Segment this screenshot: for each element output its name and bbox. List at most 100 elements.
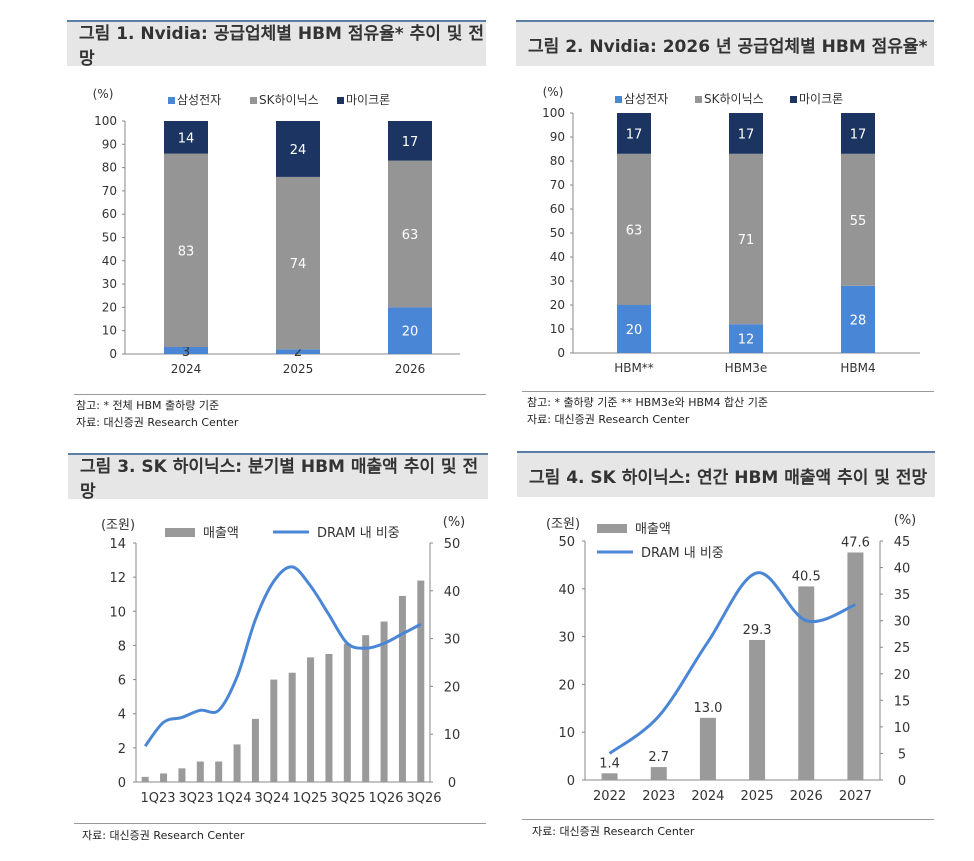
y2-tick-label: 50 [444,537,461,552]
data-label: 63 [626,223,643,238]
y-tick-label: 6 [118,674,126,689]
x-tick-label: 3Q25 [330,791,365,806]
y2-tick-label: 30 [894,615,911,630]
bar [215,761,223,782]
y-tick-label: 12 [109,571,126,586]
x-tick-label: 3Q23 [178,791,213,806]
data-label: 17 [626,127,643,142]
x-tick-label: HBM3e [725,361,768,375]
bar-segment [164,153,208,348]
series-line [143,565,422,748]
figure-4-title: 그림 4. SK 하이닉스: 연간 HBM 매출액 추이 및 전망 [517,451,935,497]
x-tick-label: 2024 [171,362,202,376]
legend-swatch [250,97,257,104]
y2-tick-label: 40 [444,585,461,600]
bar [141,776,149,782]
data-label: 20 [626,323,643,338]
legend-label-bar: 매출액 [203,526,239,541]
y-tick-label: 50 [102,231,117,245]
x-tick-label: HBM4 [840,361,875,375]
bar-segment [164,121,208,154]
x-tick-label: 1Q26 [368,791,403,806]
figure-1: 그림 1. Nvidia: 공급업체별 HBM 점유율* 추이 및 전망 0 10… [0,0,487,440]
data-label: 3 [182,345,190,360]
bar [307,657,315,782]
legend-swatch-bar [165,528,195,537]
bar-segment [841,153,875,286]
y-tick-label: 0 [567,774,575,789]
x-tick-label: 2027 [839,789,872,804]
y2-axis-label: (%) [443,515,466,530]
data-label: 17 [402,135,419,150]
x-tick-label: 2025 [741,789,774,804]
y-tick-label: 30 [558,631,575,646]
figure-1-note: 참고: * 전체 HBM 출하량 기준 [76,399,220,412]
data-label: 17 [850,127,867,142]
chart-2: 0 10 20 30 40 50 60 70 80 90 100 (%) 삼성전자 SK하이닉스 마이크론 2… [542,85,920,375]
y-axis-label: (조원) [546,517,580,532]
bar [362,635,370,782]
y-tick-label: 90 [550,130,565,144]
y-tick-label: 70 [102,184,117,198]
y-tick-label: 0 [118,776,126,791]
y2-tick-label: 20 [444,680,461,695]
data-label: 13.0 [693,701,722,716]
y-tick-label: 90 [102,137,117,151]
bar [196,761,204,782]
y-tick-label: 60 [550,202,565,216]
bar [699,717,716,780]
figure-4-source: 자료: 대신증권 Research Center [532,825,695,838]
x-tick-label: 2025 [283,362,314,376]
legend-label: 마이크론 [346,93,390,107]
y-tick-label: 10 [558,726,575,741]
x-tick-label: 2026 [790,789,823,804]
legend-swatch [168,97,175,104]
bar [251,718,259,782]
data-label: 1.4 [599,756,620,771]
y-tick-label: 100 [542,106,565,120]
legend-swatch-bar [597,524,627,533]
figure-2-source: 자료: 대신증권 Research Center [527,413,690,426]
bar-segment [617,113,651,154]
y-tick-label: 50 [550,226,565,240]
y-tick-label: 80 [102,161,117,175]
legend-label: 마이크론 [799,92,843,106]
bar-segment [164,347,208,354]
data-label: 74 [290,257,307,272]
figure-1-title: 그림 1. Nvidia: 공급업체별 HBM 점유율* 추이 및 전망 [67,20,486,69]
bar-segment [617,153,651,305]
legend-swatch [615,96,622,103]
bar-segment [388,121,432,161]
data-label: 63 [402,228,419,243]
data-label: 2.7 [648,750,669,765]
y-axis-label: (%) [93,87,114,101]
y2-tick-label: 15 [894,694,911,709]
bar [233,744,241,782]
y-tick-label: 4 [118,708,126,723]
y-tick-label: 2 [118,742,126,757]
legend-label: 삼성전자 [624,92,668,106]
x-tick-label: HBM** [614,361,654,375]
bar-segment [276,121,320,177]
bar-segment [388,160,432,308]
data-label: 2 [294,345,302,360]
y-tick-label: 40 [558,583,575,598]
bar-segment [617,305,651,353]
y2-tick-label: 40 [894,562,911,577]
y-tick-label: 30 [550,274,565,288]
x-tick-label: 2026 [395,362,426,376]
y-tick-label: 10 [550,322,565,336]
y2-tick-label: 10 [894,721,911,736]
chart-1: 0 10 20 30 40 50 60 70 80 90 100 (%) 삼성전자 SK하이닉스 마이크론 3… [93,87,460,376]
data-label: 28 [850,313,867,328]
y-tick-label: 0 [557,346,565,360]
y-tick-label: 80 [550,154,565,168]
x-tick-label: 1Q24 [216,791,251,806]
legend-label-line: DRAM 내 비중 [641,546,724,561]
x-tick-label: 3Q24 [254,791,289,806]
bar-segment [276,349,320,354]
y-tick-label: 40 [102,254,117,268]
y-tick-label: 20 [558,678,575,693]
y-tick-label: 50 [558,535,575,550]
